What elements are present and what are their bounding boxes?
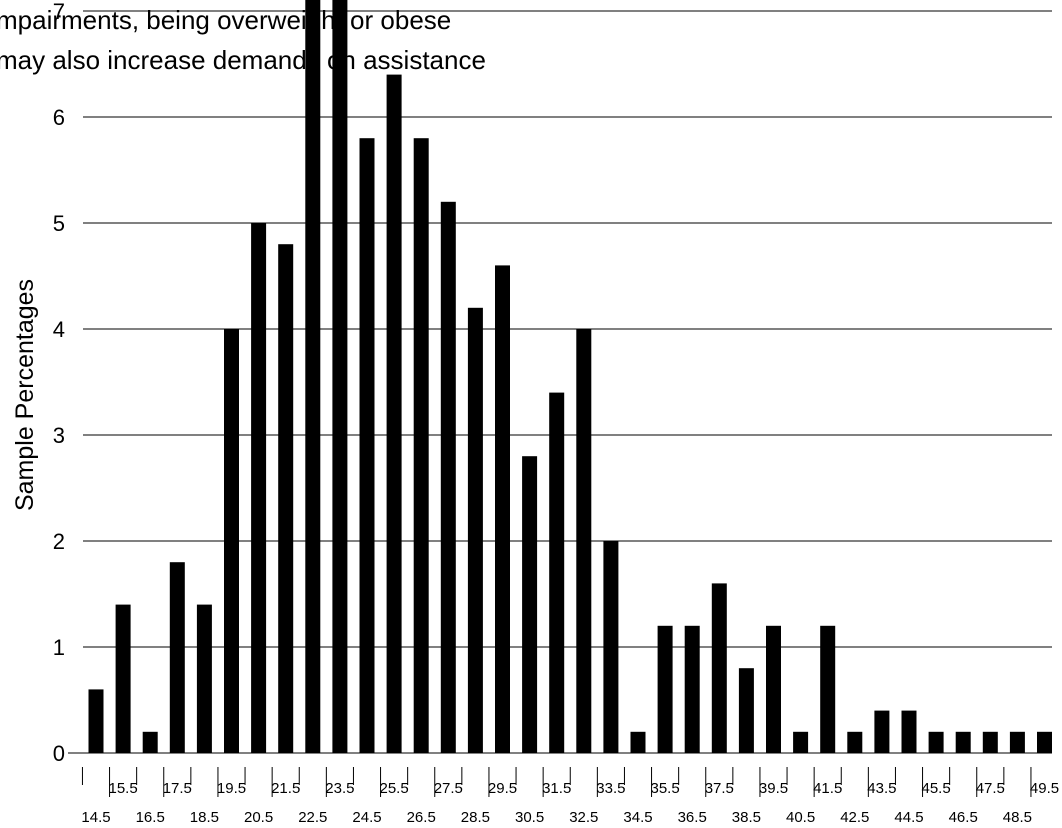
- x-tick-label: 24.5: [352, 809, 381, 826]
- bar-20.5: [251, 223, 267, 753]
- y-tick-label: 7: [53, 0, 65, 24]
- x-tick-label: 48.5: [1003, 809, 1032, 826]
- bar-44.5: [901, 710, 917, 753]
- x-tick-label: 14.5: [81, 809, 110, 826]
- bar-45.5: [928, 731, 944, 753]
- x-tick-label: 31.5: [542, 780, 571, 797]
- bar-25.5: [386, 74, 402, 754]
- bar-14.5: [88, 689, 104, 753]
- x-tick-label: 16.5: [136, 809, 165, 826]
- x-tick-label: 49.5: [1030, 780, 1059, 797]
- x-tick-label: 18.5: [190, 809, 219, 826]
- x-tick-label: 26.5: [407, 809, 436, 826]
- annotation-text: mpairments, being overweight or obese ma…: [0, 5, 486, 75]
- x-tick-label: 37.5: [705, 780, 734, 797]
- y-tick-label: 0: [53, 741, 65, 766]
- x-tick-label: 43.5: [867, 780, 896, 797]
- bar-37.5: [711, 583, 727, 753]
- x-tick-label: 30.5: [515, 809, 544, 826]
- x-tick-label: 23.5: [325, 780, 354, 797]
- x-tick-label: 27.5: [434, 780, 463, 797]
- bars: [88, 0, 1052, 754]
- annotation-line-2: may also increase demands on assistance: [0, 45, 486, 75]
- bar-18.5: [196, 604, 212, 753]
- bar-22.5: [305, 0, 321, 753]
- x-tick-label: 47.5: [976, 780, 1005, 797]
- bar-27.5: [440, 201, 456, 754]
- x-tick-label: 39.5: [759, 780, 788, 797]
- x-tick-label: 32.5: [569, 809, 598, 826]
- bar-46.5: [955, 731, 971, 753]
- bar-38.5: [738, 668, 754, 753]
- x-tick-label: 25.5: [379, 780, 408, 797]
- y-axis-title: Sample Percentages: [11, 279, 39, 511]
- bar-15.5: [115, 604, 131, 753]
- x-tick-label: 41.5: [813, 780, 842, 797]
- x-tick-label: 40.5: [786, 809, 815, 826]
- bar-43.5: [874, 710, 890, 753]
- x-tick-label: 46.5: [949, 809, 978, 826]
- y-tick-label: 5: [53, 211, 65, 236]
- bar-26.5: [413, 138, 429, 753]
- y-tick-label: 1: [53, 635, 65, 660]
- x-tick-label: 45.5: [921, 780, 950, 797]
- x-tick-label: 28.5: [461, 809, 490, 826]
- bar-34.5: [630, 731, 646, 753]
- x-tick-label: 44.5: [894, 809, 923, 826]
- x-tick-label: 36.5: [678, 809, 707, 826]
- x-axis-ticks: 14.5 15.5 16.5 17.5 18.5 19.5 20.5 21.5 22.5 23.5…: [81, 767, 1059, 826]
- y-tick-label: 2: [53, 529, 65, 554]
- x-tick-label: 33.5: [596, 780, 625, 797]
- bar-23.5: [332, 0, 348, 753]
- x-tick-label: 19.5: [217, 780, 246, 797]
- x-tick-label: 42.5: [840, 809, 869, 826]
- x-tick-label: 17.5: [163, 780, 192, 797]
- bar-28.5: [467, 307, 483, 753]
- bar-33.5: [603, 541, 619, 753]
- x-tick-label: 15.5: [108, 780, 137, 797]
- bar-16.5: [142, 731, 158, 753]
- bar-29.5: [495, 265, 510, 753]
- x-tick-label: 21.5: [271, 780, 300, 797]
- bar-32.5: [576, 329, 592, 753]
- y-tick-label: 4: [53, 317, 65, 342]
- bar-47.5: [982, 731, 998, 753]
- bar-17.5: [169, 562, 185, 753]
- bar-30.5: [522, 456, 538, 753]
- bar-19.5: [224, 329, 239, 753]
- bar-39.5: [766, 625, 781, 753]
- bar-49.5: [1037, 731, 1052, 753]
- bar-31.5: [549, 392, 565, 753]
- x-tick-label: 29.5: [488, 780, 517, 797]
- y-tick-label: 6: [53, 105, 65, 130]
- bar-36.5: [684, 625, 700, 753]
- bar-24.5: [359, 138, 375, 753]
- bar-48.5: [1009, 731, 1025, 753]
- bar-40.5: [793, 731, 809, 753]
- bar-21.5: [278, 244, 294, 753]
- bar-35.5: [657, 625, 673, 753]
- x-tick-label: 22.5: [298, 809, 327, 826]
- x-tick-label: 20.5: [244, 809, 273, 826]
- y-axis-ticks: 0 1 2 3 4 5 6 7: [53, 0, 65, 766]
- x-tick-label: 34.5: [623, 809, 652, 826]
- bar-42.5: [847, 731, 863, 753]
- bar-41.5: [820, 625, 836, 753]
- y-tick-label: 3: [53, 423, 65, 448]
- x-tick-label: 38.5: [732, 809, 761, 826]
- annotation-line-1: mpairments, being overweight or obese: [0, 5, 451, 35]
- gridlines: [83, 10, 1052, 648]
- x-tick-label: 35.5: [650, 780, 679, 797]
